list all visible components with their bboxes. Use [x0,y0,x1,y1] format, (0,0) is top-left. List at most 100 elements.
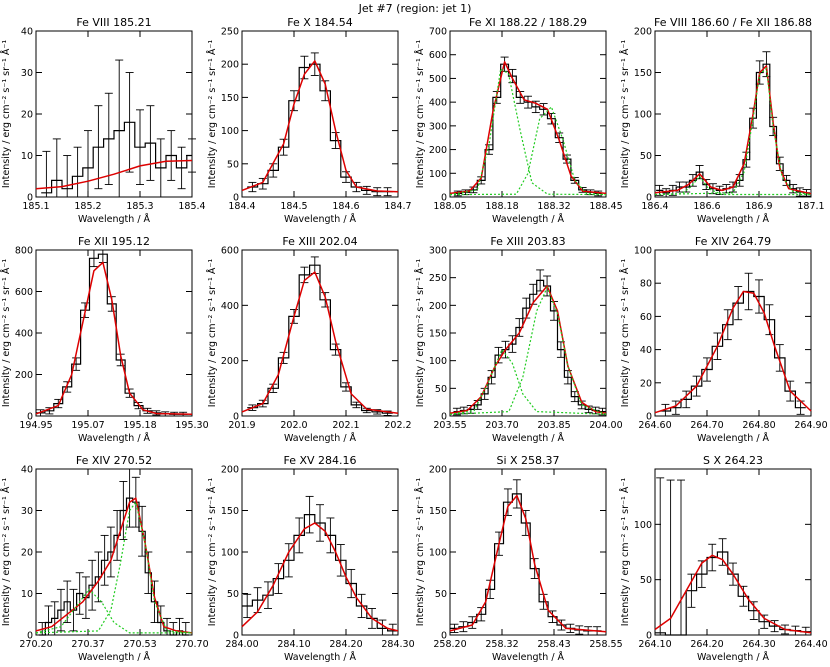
x-tick-label: 195.18 [123,420,156,431]
x-tick-label: 185.2 [74,201,101,212]
error-bar [661,403,670,416]
y-tick-label: 100 [429,548,447,559]
y-tick-label: 0 [233,631,239,642]
axes-frame [654,249,812,417]
y-tick-label: 10 [21,589,33,600]
error-bar [770,620,779,633]
error-bar [666,479,675,635]
x-axis-label: Wavelength / Å [78,432,151,444]
error-bar [42,150,51,197]
x-tick-label: 188.45 [589,201,622,212]
y-tick-label: 80 [640,279,652,290]
component-curve [449,348,607,415]
error-bar [801,626,810,635]
y-tick-label: 20 [640,378,652,389]
figure-title: Jet #7 (region: jet 1) [358,2,472,15]
y-tick-label: 400 [15,329,33,340]
error-bar [113,510,122,561]
y-tick-label: 100 [429,356,447,367]
error-bar [744,272,753,311]
error-bar [708,543,717,572]
x-tick-label: 202.2 [384,420,411,431]
error-bar [84,130,92,197]
y-tick-label: 50 [435,384,447,395]
error-bar [274,563,283,594]
x-tick-label: 284.00 [225,639,258,650]
panel-1: Fe VIII 185.21 185.1 185.2 185.3 185.4 0 10 20 3… [0,16,206,225]
error-bar [63,155,72,197]
x-tick-label: 258.55 [589,639,622,650]
x-tick-label: 203.85 [537,420,570,431]
error-bar [508,335,517,353]
error-bar [305,495,314,534]
x-axis-label: Wavelength / Å [492,651,565,663]
error-bar [63,580,72,623]
error-bar [512,479,521,509]
data-histogram [656,63,810,194]
panel-title: Fe VIII 186.60 / Fe XII 186.88 [654,16,812,29]
y-tick-label: 250 [429,273,447,284]
data-histogram [655,551,811,636]
y-tick-label: 50 [227,589,239,600]
data-histogram [453,279,606,413]
y-tick-label: 40 [21,27,33,38]
error-bar [104,92,113,186]
error-bar [310,52,319,76]
component-curve [35,500,193,634]
y-tick-label: 100 [634,246,652,257]
x-tick-label: 264.90 [794,420,827,431]
y-tick-label: 100 [634,520,652,531]
y-tick-label: 150 [221,93,239,104]
panel-5: Fe XII 195.12 194.95 195.07 195.18 195.30 0 20… [0,235,209,444]
error-bar [89,249,98,268]
error-bar [775,344,784,372]
y-tick-label: 100 [221,548,239,559]
y-tick-label: 150 [429,506,447,517]
panel-3: Fe XI 188.22 / 188.29 188.05 188.18 188.32 1… [414,16,623,225]
x-tick-label: 185.4 [178,201,205,212]
panel-10: Fe XV 284.16 284.00 284.10 284.20 284.30 0 50 1… [206,454,415,663]
component-curve [449,105,607,196]
error-bar [94,105,103,190]
y-tick-label: 600 [15,287,33,298]
error-bar [119,481,128,540]
y-tick-label: 40 [640,345,652,356]
y-axis-label: Intensity / erg cm⁻² s⁻¹ sr⁻¹ Å⁻¹ [206,40,218,189]
x-tick-label: 186.6 [693,201,720,212]
component-curve [654,175,811,196]
x-axis-label: Wavelength / Å [492,213,565,225]
error-bar [755,279,763,314]
y-tick-label: 200 [221,356,239,367]
data-histogram [247,63,393,193]
y-tick-label: 200 [221,60,239,71]
error-bar [136,109,144,186]
error-bar [98,250,107,263]
component-curve [35,588,192,634]
y-tick-label: 50 [435,589,447,600]
error-bar [177,146,186,190]
error-bar [100,534,109,586]
y-tick-label: 500 [429,74,447,85]
error-bar [50,601,59,636]
axes-frame [449,30,607,198]
error-bar [326,517,335,554]
y-axis-label: Intensity / erg cm⁻² s⁻¹ sr⁻¹ Å⁻¹ [0,40,12,189]
x-tick-label: 195.30 [175,420,208,431]
x-tick-label: 258.43 [537,639,570,650]
y-tick-label: 0 [27,412,33,423]
fit-curve [654,65,812,195]
fit-curve [654,554,812,634]
x-tick-label: 203.70 [485,420,518,431]
y-tick-label: 60 [640,312,652,323]
y-axis-label: Intensity / erg cm⁻² s⁻¹ sr⁻¹ Å⁻¹ [206,259,218,408]
y-tick-label: 300 [429,246,447,257]
x-tick-label: 186.4 [641,201,668,212]
error-bar [468,616,477,629]
error-bar [188,138,196,173]
y-tick-label: 10 [21,151,33,162]
x-tick-label: 284.10 [277,639,310,650]
y-tick-label: 50 [640,575,652,586]
x-tick-label: 202.0 [280,420,307,431]
x-tick-label: 201.9 [228,420,255,431]
x-tick-label: 284.30 [381,639,414,650]
